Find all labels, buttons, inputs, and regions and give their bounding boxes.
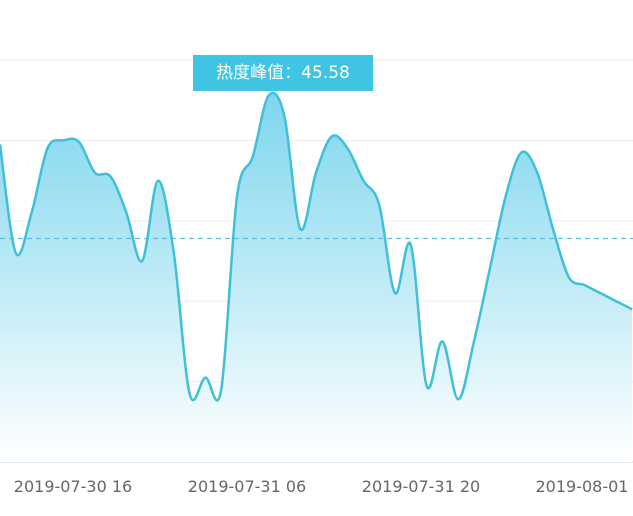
x-tick-label: 2019-07-30 16 [14,477,132,496]
x-tick-label: 2019-08-01 [536,477,629,496]
peak-value-label: 热度峰值：45.58 [193,55,373,91]
area-fill [0,92,632,462]
x-tick-label: 2019-07-31 20 [362,477,480,496]
x-tick-label: 2019-07-31 06 [188,477,306,496]
x-axis-ticks: 2019-07-30 16 2019-07-31 06 2019-07-31 20 2… [14,477,629,496]
series-line [0,91,633,402]
